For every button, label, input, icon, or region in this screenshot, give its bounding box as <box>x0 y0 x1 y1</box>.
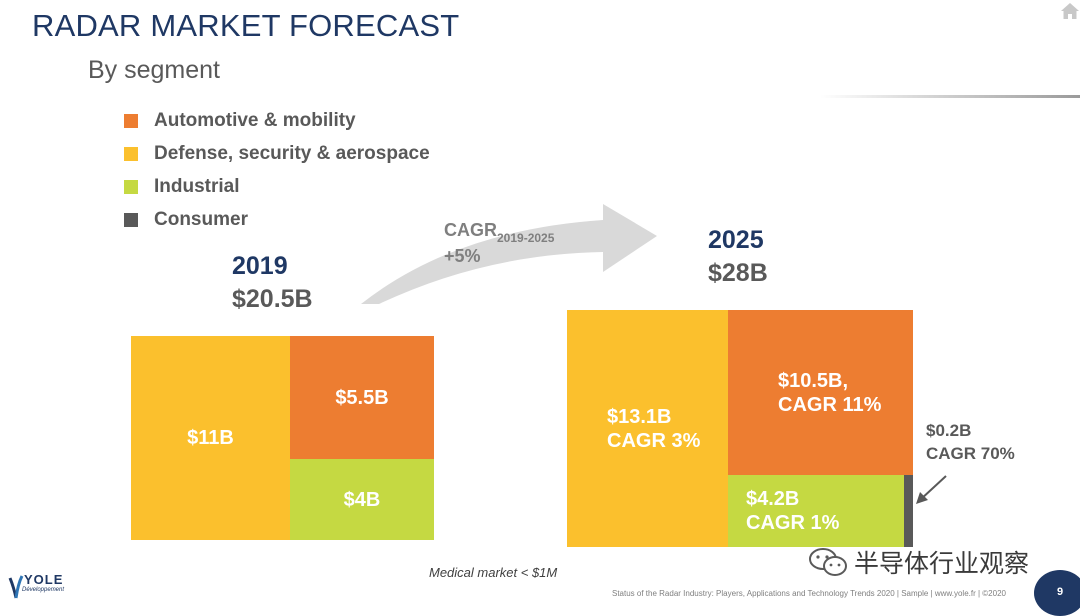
block-label: $4.2B CAGR 1% <box>746 488 840 534</box>
page-title: RADAR MARKET FORECAST <box>32 8 460 43</box>
page-number: 9 <box>1034 570 1080 616</box>
total-2025: $28B <box>708 259 768 287</box>
logo-name: YOLE <box>24 572 64 587</box>
legend-swatch-defense <box>124 147 138 161</box>
block-2019-defense: $11B <box>131 336 290 540</box>
block-label: $4B <box>343 488 381 511</box>
legend-swatch-industrial <box>124 180 138 194</box>
legend-label: Consumer <box>154 209 248 230</box>
decorative-line <box>820 95 1080 98</box>
block-2019-automotive: $5.5B <box>290 336 434 459</box>
legend-item-consumer: Consumer <box>124 209 248 231</box>
arrow-icon <box>916 475 947 504</box>
yole-logo-icon <box>8 575 24 599</box>
year-2019: 2019 <box>232 252 288 280</box>
block-2025-defense: $13.1B CAGR 3% <box>567 310 728 547</box>
legend-item-industrial: Industrial <box>124 176 240 198</box>
legend-swatch-consumer <box>124 213 138 227</box>
total-2019: $20.5B <box>232 285 313 313</box>
legend-item-defense: Defense, security & aerospace <box>124 143 430 165</box>
cagr-label: CAGR2019-2025 <box>444 220 554 245</box>
block-label: $10.5B, CAGR 11% <box>778 369 882 416</box>
cagr-period: 2019-2025 <box>497 231 555 245</box>
legend-label: Automotive & mobility <box>154 110 356 131</box>
logo-subtitle: Développement <box>22 587 65 593</box>
medical-note: Medical market < $1M <box>429 565 558 580</box>
legend-label: Defense, security & aerospace <box>154 143 430 164</box>
cagr-prefix: CAGR <box>444 220 497 240</box>
legend-swatch-automotive <box>124 114 138 128</box>
cagr-value: +5% <box>444 246 481 266</box>
year-2025: 2025 <box>708 226 764 254</box>
block-label: $5.5B <box>335 386 389 409</box>
block-2025-automotive: $10.5B, CAGR 11% <box>728 310 913 475</box>
wechat-icon <box>809 548 847 576</box>
legend-item-automotive: Automotive & mobility <box>124 110 356 132</box>
legend-label: Industrial <box>154 176 240 197</box>
block-2025-industrial: $4.2B CAGR 1% <box>728 475 904 547</box>
footer-text: Status of the Radar Industry: Players, A… <box>612 589 1006 598</box>
watermark-text: 半导体行业观察 <box>854 550 1030 578</box>
home-icon[interactable] <box>1060 2 1080 20</box>
block-label: $11B <box>187 427 234 449</box>
block-label: $13.1B CAGR 3% <box>607 405 701 452</box>
block-2025-consumer <box>904 475 913 547</box>
curved-arrow-icon <box>361 204 657 304</box>
page-subtitle: By segment <box>88 56 221 84</box>
watermark: 半导体行业观察 <box>808 544 1029 580</box>
consumer-label: $0.2B CAGR 70% <box>926 421 1015 463</box>
block-2019-industrial: $4B <box>290 459 434 540</box>
